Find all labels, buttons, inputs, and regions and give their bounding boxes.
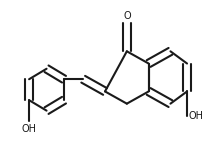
Text: OH: OH bbox=[189, 111, 204, 121]
Text: O: O bbox=[123, 11, 131, 21]
Text: OH: OH bbox=[22, 124, 37, 134]
